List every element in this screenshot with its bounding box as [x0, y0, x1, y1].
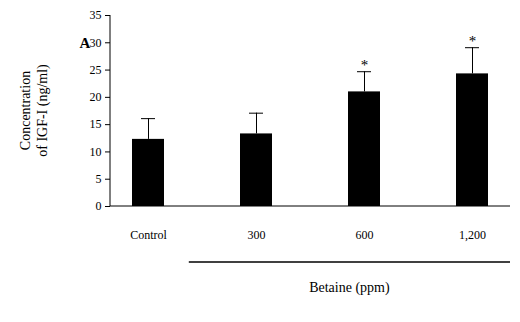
svg-text:25: 25	[90, 63, 102, 77]
svg-text:5: 5	[96, 172, 102, 186]
svg-text:30: 30	[90, 36, 102, 50]
svg-text:10: 10	[90, 145, 102, 159]
svg-text:0: 0	[96, 199, 102, 213]
svg-text:35: 35	[90, 8, 102, 22]
svg-text:Concentration: Concentration	[18, 71, 33, 150]
svg-text:of IGF-I (ng/ml): of IGF-I (ng/ml)	[35, 64, 51, 157]
svg-text:A: A	[80, 35, 91, 51]
svg-text:*: *	[361, 57, 369, 73]
svg-text:600: 600	[356, 228, 374, 242]
svg-text:300: 300	[248, 228, 266, 242]
svg-text:1,200: 1,200	[459, 228, 486, 242]
svg-text:Control: Control	[130, 228, 167, 242]
svg-text:Betaine (ppm): Betaine (ppm)	[309, 280, 390, 296]
svg-text:20: 20	[90, 90, 102, 104]
svg-text:15: 15	[90, 117, 102, 131]
svg-text:*: *	[469, 32, 477, 48]
